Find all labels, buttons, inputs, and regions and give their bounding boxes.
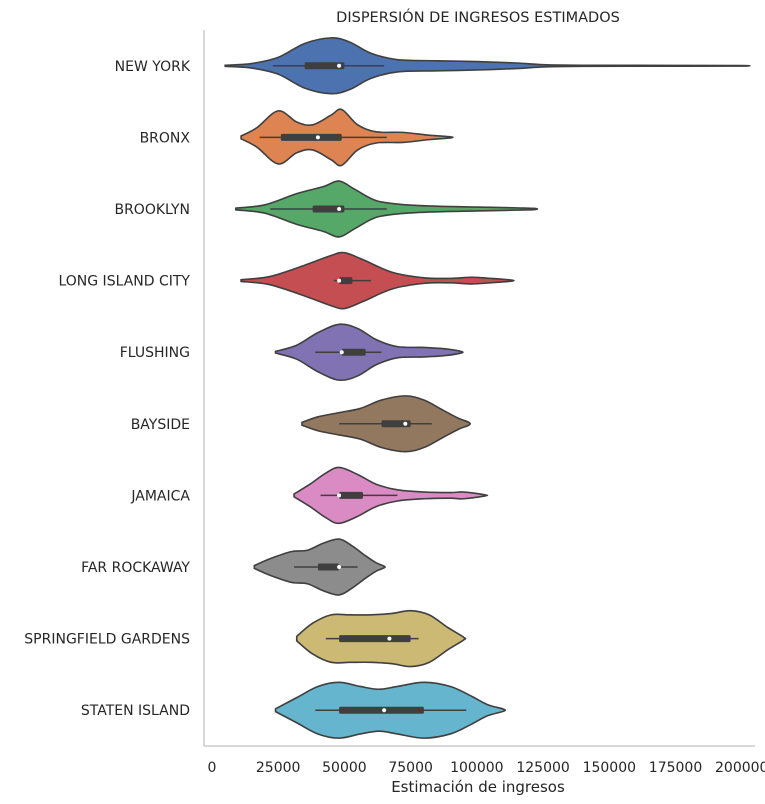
y-tick-label: FAR ROCKAWAY <box>81 560 190 576</box>
y-tick-label: STATEN ISLAND <box>81 703 190 719</box>
violin-body <box>240 251 515 310</box>
violin-median-point <box>337 565 342 569</box>
violin-bronx <box>240 108 454 167</box>
y-tick-label: NEW YORK <box>115 59 191 75</box>
violin-iqr-box <box>312 205 345 213</box>
violin-iqr-box <box>280 133 342 141</box>
y-tick-label: BROOKLYN <box>114 202 190 218</box>
violin-far-rockaway <box>253 538 386 596</box>
x-tick-label: 200000 <box>715 760 765 776</box>
x-tick-label: 25000 <box>256 760 301 776</box>
violin-iqr-box <box>339 277 353 285</box>
x-tick-label: 100000 <box>450 760 503 776</box>
y-axis-ticks: NEW YORK BRONX BROOKLYN LONG ISLAND CITY FLU… <box>24 59 191 719</box>
violin-median-point <box>337 207 342 211</box>
violin-springfield-gardens <box>295 609 467 668</box>
violin-staten-island <box>274 681 507 739</box>
violin-iqr-box <box>317 563 340 571</box>
chart-title: DISPERSIÓN DE INGRESOS ESTIMADOS <box>336 8 620 26</box>
violin-brooklyn <box>234 180 539 238</box>
violin-median-point <box>337 278 342 283</box>
x-tick-label: 75000 <box>388 760 433 776</box>
plot-area <box>224 37 751 739</box>
x-tick-label: 175000 <box>649 760 702 776</box>
y-tick-label: LONG ISLAND CITY <box>58 274 190 290</box>
x-tick-label: 125000 <box>516 760 569 776</box>
violin-iqr-box <box>381 420 411 428</box>
violin-bayside <box>301 395 472 453</box>
violin-median-point <box>337 63 342 68</box>
violin-iqr-box <box>339 635 411 643</box>
x-axis-label: Estimación de ingresos <box>391 778 565 796</box>
violin-jamaica <box>293 466 489 525</box>
y-tick-label: JAMAICA <box>130 488 190 504</box>
violin-median-point <box>315 135 320 140</box>
violin-median-point <box>387 636 392 641</box>
violin-long-island-city <box>240 251 515 310</box>
x-tick-label: 0 <box>207 760 216 776</box>
violin-iqr-box <box>341 348 366 356</box>
y-tick-label: BAYSIDE <box>131 417 190 433</box>
violin-new-york <box>224 37 751 95</box>
violin-iqr-box <box>339 706 424 714</box>
violin-median-point <box>339 350 344 355</box>
violin-median-point <box>382 708 387 713</box>
x-axis-ticks: 0 25000 50000 75000 100000 125000 150000 175000… <box>207 760 765 776</box>
y-tick-label: SPRINGFIELD GARDENS <box>24 632 190 648</box>
violin-iqr-box <box>304 62 345 70</box>
violin-iqr-box <box>339 491 363 499</box>
violin-body <box>224 37 751 95</box>
violin-median-point <box>337 493 342 498</box>
y-tick-label: FLUSHING <box>120 345 190 361</box>
y-tick-label: BRONX <box>140 130 191 146</box>
x-tick-label: 150000 <box>583 760 636 776</box>
violin-median-point <box>403 421 408 426</box>
violin-flushing <box>274 323 464 382</box>
x-tick-label: 50000 <box>322 760 367 776</box>
